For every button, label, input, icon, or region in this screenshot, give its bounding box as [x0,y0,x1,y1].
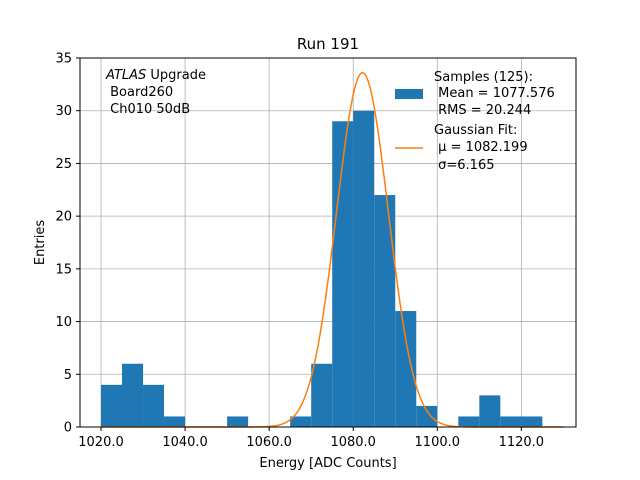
histogram-bar-3 [164,416,186,427]
annotation-atlas-italic: ATLAS [105,68,146,83]
atlas-annotation: ATLAS Upgrade Board260 Ch010 50dB [105,68,206,117]
histogram-bar-11 [332,121,354,427]
x-tick-label-0: 1020.0 [78,435,124,450]
y-tick-label-1: 5 [64,368,72,383]
y-tick-label-4: 20 [55,210,72,225]
histogram-bar-20 [521,416,543,427]
chart-title: Run 191 [297,35,359,53]
x-axis-label: Energy [ADC Counts] [259,456,396,471]
histogram-bar-1 [122,363,144,427]
legend-hist-label-2: Mean = 1077.576 [434,86,555,101]
y-tick-label-6: 30 [55,104,72,119]
histogram-bars [101,110,543,427]
histogram-bar-17 [458,416,480,427]
histogram-bar-2 [143,384,165,427]
x-tick-label-3: 1080.0 [330,435,376,450]
y-tick-label-2: 10 [55,315,72,330]
annotation-line-1: ATLAS Upgrade [105,68,206,83]
histogram-bar-10 [311,363,333,427]
histogram-bar-15 [416,405,438,427]
annotation-line-3: Ch010 50dB [106,102,190,117]
legend-fit-label-1: Gaussian Fit: [434,123,517,138]
x-tick-label-1: 1040.0 [162,435,208,450]
y-tick-label-5: 25 [55,157,72,172]
histogram-bar-19 [500,416,522,427]
axes-frame [79,57,577,428]
x-axis-ticks: 1020.0 1040.0 1060.0 1080.0 1100.0 1120.0 [78,427,544,450]
y-axis-ticks: 0 5 10 15 20 25 30 35 [55,52,80,436]
x-tick-label-2: 1060.0 [246,435,292,450]
y-tick-label-7: 35 [55,52,72,67]
histogram-bar-9 [290,416,312,427]
annotation-line-2: Board260 [106,85,173,100]
legend: Samples (125): Mean = 1077.576 RMS = 20.… [395,70,555,173]
y-tick-label-0: 0 [64,421,72,436]
legend-histogram-swatch [395,89,423,99]
histogram-bar-6 [227,416,249,427]
histogram-bar-18 [479,395,501,427]
histogram-bar-12 [353,110,375,427]
y-tick-label-3: 15 [55,262,72,277]
histogram-bar-0 [101,384,123,427]
x-tick-label-4: 1100.0 [415,435,461,450]
legend-fit-label-3: σ=6.165 [434,158,494,173]
legend-hist-label-3: RMS = 20.244 [434,103,531,118]
x-tick-label-5: 1120.0 [499,435,545,450]
y-axis-label: Entries [33,220,48,266]
histogram-bar-14 [395,311,417,427]
legend-hist-label-1: Samples (125): [434,70,533,85]
histogram-bar-13 [374,195,396,427]
annotation-upgrade: Upgrade [146,68,206,83]
legend-fit-label-2: μ = 1082.199 [434,140,528,155]
